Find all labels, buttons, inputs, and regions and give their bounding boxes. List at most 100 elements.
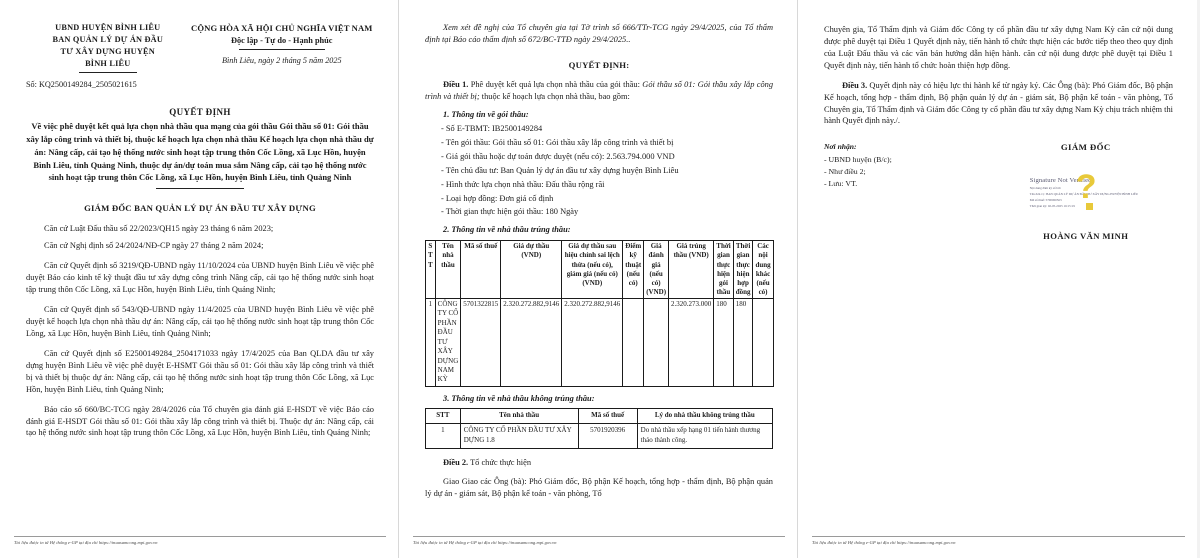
recipient-item-1: - UBND huyện (B/c); — [824, 154, 892, 164]
document-page-1[interactable]: UBND HUYỆN BÌNH LIÊU BAN QUẢN LÝ DỰ ÁN Đ… — [0, 0, 399, 558]
signer-block: GIÁM ĐỐC Signature Not Verified Nội dung… — [999, 141, 1174, 242]
article-1-text-a: Phê duyệt kết quả lựa chọn nhà thầu của … — [468, 80, 643, 90]
table-row: 1 CÔNG TY CỔ PHẦN ĐẦU TƯ XÂY DỰNG 1.8 57… — [425, 422, 774, 449]
stamp-meta-4: Thời gian ký: 02-05-2025 16:15:19 — [1029, 203, 1075, 208]
footer-divider — [413, 536, 785, 537]
cell-bidder-name: CÔNG TY CỔ PHẦN ĐẦU TƯ XÂY DỰNG 1.8 — [459, 422, 579, 449]
col-reason: Lý do nhà thầu không trúng thầu — [636, 407, 774, 424]
org-line-4: BÌNH LIÊU — [85, 59, 131, 69]
losing-bidder-table: STT Tên nhà thầu Mã số thuế Lý do nhà th… — [425, 407, 774, 449]
article-1-text-b: thuộc kế hoạch lựa chọn nhà thầu, bao gồ… — [479, 92, 630, 102]
cell-tax-code: 5701322815 — [460, 297, 502, 387]
document-page-3[interactable]: Chuyên gia, Tổ Thẩm định và Giám đốc Côn… — [798, 0, 1197, 558]
cell-contract-duration: 180 — [732, 297, 754, 387]
document-number: Số: KQ2500149284_2505021615 — [26, 80, 137, 90]
recipients-block: Nơi nhận: - UBND huyện (B/c); - Như điều… — [824, 141, 999, 242]
recipients-label: Nơi nhận: — [824, 142, 857, 152]
signer-role: GIÁM ĐỐC — [1060, 142, 1111, 153]
article-3-paragraph: Điều 3. Quyết định này có hiệu lực thi h… — [824, 80, 1173, 128]
question-mark-dot-icon — [1085, 202, 1093, 210]
recital-4: Căn cứ Quyết định số 543/QĐ-UBND ngày 11… — [26, 305, 374, 339]
issuing-organization: UBND HUYỆN BÌNH LIÊU BAN QUẢN LÝ DỰ ÁN Đ… — [26, 22, 190, 74]
title-block: QUYẾT ĐỊNH Về việc phê duyệt kết quả lựa… — [26, 106, 374, 190]
article-2-continuation: Chuyên gia, Tổ Thẩm định và Giám đốc Côn… — [824, 25, 1173, 70]
recital-5: Căn cứ Quyết định số E2500149284_2504171… — [26, 348, 374, 394]
article-2-label: Điều 2. — [443, 457, 469, 467]
package-field-contract-type: - Loại hợp đồng: Đơn giá cố định — [441, 193, 554, 203]
package-field-etbmt: - Số E-TBMT: IB2500149284 — [441, 123, 543, 133]
cell-stt: 1 — [425, 297, 436, 387]
national-motto: Độc lập - Tự do - Hạnh phúc — [231, 36, 333, 46]
col-contract-duration: Thời gian thực hiện hợp đồng — [732, 240, 754, 299]
page-footer-2: Tài liệu được in từ Hệ thống e-GP tại đị… — [413, 536, 785, 545]
winning-bidder-table: S T T Tên nhà thầu Mã số thuế Giá dự thầ… — [425, 240, 774, 387]
article-3-text: Quyết định này có hiệu lực thi hành kể t… — [824, 80, 1173, 126]
signature-status-text: Signature Not Verified — [1029, 176, 1092, 184]
cell-adjusted-price: 2.320.272.882,9146 — [561, 297, 624, 387]
article-2-heading-text: Tổ chức thực hiện — [468, 457, 532, 467]
cell-tax-code: 5701920396 — [577, 422, 638, 449]
consideration-paragraph: Xem xét đề nghị của Tổ chuyên gia tại Tờ… — [425, 23, 773, 44]
footer-text: Tài liệu được in từ Hệ thống e-GP tại đị… — [812, 540, 956, 545]
package-field-name: - Tên gói thầu: Gói thầu số 01: Gói thầu… — [441, 137, 674, 147]
section-1-heading: 1. Thông tin về gói thầu: — [443, 110, 529, 120]
stamp-meta-2: Tên đơn vị : BAN QUẢN LÝ DỰ ÁN ĐẦU TƯ XÂ… — [1029, 192, 1139, 197]
document-header: UBND HUYỆN BÌNH LIÊU BAN QUẢN LÝ DỰ ÁN Đ… — [26, 22, 374, 74]
national-heading: CỘNG HÒA XÃ HỘI CHỦ NGHĨA VIỆT NAM Độc l… — [190, 22, 374, 73]
cell-bid-price: 2.320.272.882,9146 — [500, 297, 563, 387]
cell-technical-score — [622, 297, 645, 387]
article-1-paragraph: Điều 1. Phê duyệt kết quả lựa chọn nhà t… — [425, 79, 773, 103]
document-page-2[interactable]: Xem xét đề nghị của Tổ chuyên gia tại Tờ… — [399, 0, 798, 558]
recipient-item-3: - Lưu: VT. — [824, 179, 858, 189]
decision-heading: QUYẾT ĐỊNH — [169, 106, 231, 117]
col-technical-score: Điểm kỹ thuật (nếu có) — [622, 240, 645, 299]
article-1-label: Điều 1. — [443, 80, 469, 90]
recital-3: Căn cứ Quyết định số 3219/QĐ-UBND ngày 1… — [26, 261, 374, 295]
place-date: Bình Liêu, ngày 2 tháng 5 năm 2025 — [221, 55, 342, 65]
article-3-label: Điều 3. — [842, 80, 868, 90]
article-2-paragraph: Điều 2. Tổ chức thực hiện — [425, 457, 773, 469]
cell-stt: 1 — [425, 422, 461, 449]
recipient-item-2: - Như điều 2; — [824, 166, 866, 176]
col-tax-code: Mã số thuế — [577, 407, 638, 424]
col-evaluated-price: Giá đánh giá (nếu có) (VND) — [643, 240, 670, 299]
col-bidder-name: Tên nhà thầu — [434, 240, 462, 299]
col-bidder-name: Tên nhà thầu — [459, 407, 579, 424]
page-footer-3: Tài liệu được in từ Hệ thống e-GP tại đị… — [812, 536, 1185, 545]
col-stt: S T T — [425, 240, 436, 299]
cell-bidder-name: CÔNG TY CỔ PHẦN ĐẦU TƯ XÂY DỰNG NAM KỲ — [434, 297, 462, 387]
digital-signature-stamp: Signature Not Verified Nội dung đảm ký s… — [1029, 170, 1142, 216]
org-divider — [78, 72, 137, 74]
cell-evaluated-price — [643, 297, 670, 387]
section-2-heading: 2. Thông tin về nhà thầu trúng thầu: — [443, 225, 571, 235]
recital-2: Căn cứ Nghị định số 24/2024/NĐ-CP ngày 2… — [44, 241, 264, 251]
title-divider — [156, 188, 244, 190]
cell-winning-price: 2.320.273.000 — [668, 297, 715, 387]
page-footer-1: Tài liệu được in từ Hệ thống e-GP tại đị… — [14, 536, 386, 545]
cell-package-duration: 180 — [713, 297, 734, 387]
col-other: Các nội dung khác (nếu có) — [752, 240, 774, 299]
recital-1: Căn cứ Luật Đấu thầu số 22/2023/QH15 ngà… — [44, 223, 274, 233]
table-header-row: S T T Tên nhà thầu Mã số thuế Giá dự thầ… — [425, 240, 774, 299]
cell-reason: Do nhà thầu xếp hạng 01 tiến hành thương… — [636, 422, 774, 449]
package-field-selection-method: - Hình thức lựa chọn nhà thầu: Đấu thầu … — [441, 179, 605, 189]
article-1-package: Gói thầu số 01: Gói thầu xây lắp công tr… — [425, 80, 774, 102]
col-bid-price: Giá dự thầu (VND) — [500, 240, 563, 299]
col-adjusted-price: Giá dự thầu sau hiệu chỉnh sai lệch thừa… — [561, 240, 624, 299]
authority-line: GIÁM ĐỐC BAN QUẢN LÝ DỰ ÁN ĐẦU TƯ XÂY DỰ… — [84, 203, 316, 214]
col-stt: STT — [425, 407, 461, 424]
decision-keyword: QUYẾT ĐỊNH: — [568, 59, 630, 70]
signature-block: Nơi nhận: - UBND huyện (B/c); - Như điều… — [824, 141, 1173, 242]
org-line-3: TƯ XÂY DỰNG HUYỆN — [60, 47, 155, 57]
stamp-meta-1: Nội dung đảm ký số bởi — [1029, 186, 1061, 191]
footer-divider — [812, 536, 1185, 537]
motto-divider — [238, 48, 325, 50]
question-mark-icon: ? — [1075, 167, 1097, 206]
cell-other — [752, 297, 774, 387]
signer-name: HOÀNG VĂN MINH — [1043, 230, 1129, 241]
col-winning-price: Giá trúng thầu (VND) — [668, 240, 715, 299]
section-3-heading: 3. Thông tin về nhà thầu không trúng thầ… — [443, 393, 595, 403]
package-field-price: - Giá gói thầu hoặc dự toán được duyệt (… — [441, 151, 675, 161]
stamp-meta-3: Mã số thuế: 5700000563 — [1029, 197, 1062, 202]
